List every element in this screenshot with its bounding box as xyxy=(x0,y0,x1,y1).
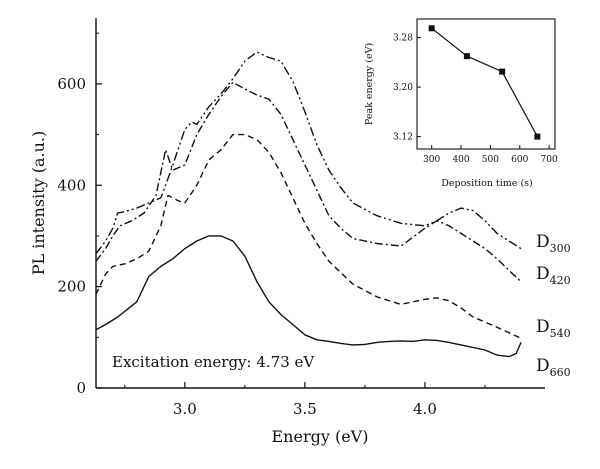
main-series-group xyxy=(95,51,522,358)
series-label-d420: D420 xyxy=(536,264,571,287)
series-line-d660 xyxy=(95,235,522,358)
inset-ticks: 300 400 500 600 700 3.12 3.20 3.28 xyxy=(393,34,558,165)
series-line-d420 xyxy=(95,81,522,283)
inset-point xyxy=(499,68,506,75)
main-y-tick-label: 200 xyxy=(57,278,86,296)
inset-x-tick-label: 300 xyxy=(423,155,440,165)
inset-x-tick-label: 400 xyxy=(452,155,469,165)
main-y-axis-title: PL intensity (a.u.) xyxy=(29,131,48,275)
series-label-d300: D300 xyxy=(536,232,571,255)
main-ticks: 3.0 3.5 4.0 0 200 400 600 xyxy=(57,32,486,418)
main-y-tick-label: 0 xyxy=(76,379,86,397)
main-x-tick-label: 4.0 xyxy=(413,400,437,418)
main-x-axis-title: Energy (eV) xyxy=(272,427,369,446)
inset-x-tick-label: 600 xyxy=(511,155,528,165)
main-x-tick-label: 3.0 xyxy=(173,400,197,418)
inset-y-axis-title: Peak energy (eV) xyxy=(364,43,375,125)
excitation-annotation: Excitation energy: 4.73 eV xyxy=(112,353,315,371)
inset-x-tick-label: 500 xyxy=(482,155,499,165)
inset-x-tick-label: 700 xyxy=(541,155,558,165)
inset-frame xyxy=(416,18,556,150)
inset-series-line xyxy=(431,27,538,137)
inset-y-tick-label: 3.28 xyxy=(393,34,413,44)
inset-y-tick-label: 3.20 xyxy=(393,83,413,93)
series-label-d540: D540 xyxy=(536,317,571,340)
main-y-tick-label: 600 xyxy=(57,75,86,93)
inset-x-axis-title: Deposition time (s) xyxy=(441,178,532,189)
inset-point xyxy=(463,53,470,60)
inset-series-group xyxy=(428,25,541,140)
main-y-tick-label: 400 xyxy=(57,176,86,194)
series-label-d660: D660 xyxy=(536,356,571,379)
series-line-d540 xyxy=(95,133,522,339)
inset-y-tick-label: 3.12 xyxy=(393,133,413,143)
inset-point xyxy=(534,133,541,140)
main-x-tick-label: 3.5 xyxy=(293,400,317,418)
series-line-d300 xyxy=(95,51,522,255)
inset-point xyxy=(428,25,435,32)
